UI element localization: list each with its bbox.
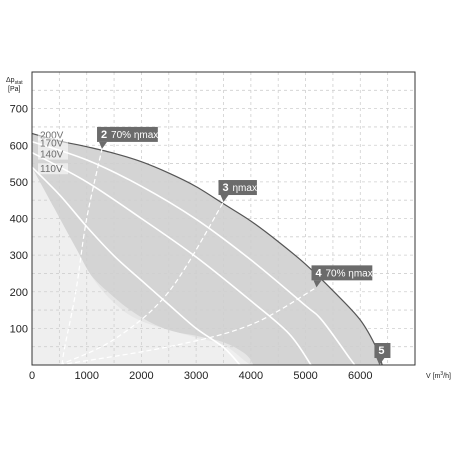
x-tick-label: 5000 [293, 370, 317, 382]
callout-pointer [99, 141, 108, 149]
plot-frame [31, 71, 416, 366]
y-tick-label: 600 [10, 140, 28, 152]
tick-labels: 0 1000 2000 3000 4000 5000 6000 100 200 300 400 500… [10, 104, 373, 382]
x-tick-label: 4000 [239, 370, 263, 382]
y-tick-label: 200 [10, 287, 28, 299]
callout-box [374, 343, 391, 358]
voltage-label: 140V [40, 150, 64, 161]
callout-label: 70% ηmax [111, 130, 158, 141]
efficiency-line [59, 286, 317, 366]
voltage-label: 200V [40, 131, 64, 142]
callout-box [218, 180, 257, 196]
voltage-label-bg [38, 137, 68, 149]
callout-pointer [313, 280, 322, 288]
y-tick-label: 500 [10, 177, 28, 189]
speed-curve [31, 166, 241, 366]
y-tick-label: 300 [10, 250, 28, 262]
callout-id: 2 [101, 129, 107, 141]
callout-box [311, 265, 373, 281]
x-tick-label: 2000 [129, 370, 153, 382]
x-axis-label: V [m3/h] [426, 371, 451, 380]
callout-pointer [220, 195, 229, 202]
y-tick-label: 700 [10, 104, 28, 116]
y-tick-label: 100 [10, 323, 28, 335]
region-fills [32, 133, 383, 365]
x-tick-label: 6000 [348, 370, 372, 382]
voltage-label: 110V [40, 164, 63, 175]
speed-curves [31, 132, 383, 366]
callout-label: ηmax [233, 183, 257, 194]
x-tick-label: 1000 [74, 370, 98, 382]
voltage-label-bg [38, 163, 68, 175]
low-area-fill [32, 167, 251, 365]
callout-id: 3 [223, 182, 229, 194]
efficiency-line [61, 148, 103, 366]
callout-pointer [376, 358, 385, 365]
voltage-label-bg [38, 148, 68, 160]
y-axis-label: Δpstat [6, 77, 23, 86]
speed-curve [31, 140, 356, 366]
callout-box [97, 126, 158, 142]
speed-curve [31, 151, 312, 366]
voltage-label-bg [38, 129, 68, 141]
axes [31, 71, 416, 366]
y-tick-label: 400 [10, 214, 28, 226]
efficiency-line [59, 201, 225, 366]
voltage-label: 170V [40, 139, 64, 150]
grid-lines [32, 72, 415, 365]
callout-id: 5 [378, 345, 384, 357]
y-axis-unit: [Pa] [8, 86, 21, 93]
callout-label: 70% ηmax [326, 268, 373, 279]
speed-curve-max [31, 132, 383, 366]
callout-id: 4 [316, 267, 323, 279]
x-tick-label: 3000 [184, 370, 208, 382]
efficiency-lines [59, 148, 317, 366]
x-tick-label: 0 [29, 370, 35, 382]
